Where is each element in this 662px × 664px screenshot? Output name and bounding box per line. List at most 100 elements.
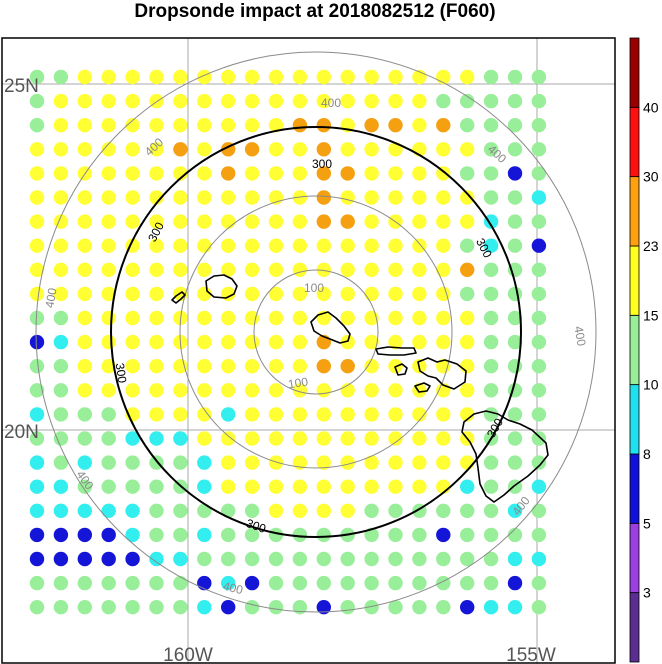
impact-dot — [483, 262, 499, 277]
impact-dot — [268, 479, 284, 494]
impact-dot — [268, 190, 284, 205]
impact-dot — [388, 479, 403, 494]
impact-dot — [460, 503, 475, 518]
impact-dot — [244, 310, 260, 326]
impact-dot — [101, 527, 116, 543]
impact-dot — [149, 310, 164, 326]
impact-dot — [507, 407, 523, 422]
impact-dot — [292, 286, 308, 302]
impact-dot — [173, 551, 188, 567]
impact-dot — [101, 286, 116, 302]
impact-dot — [364, 238, 379, 253]
impact-dot — [340, 286, 355, 302]
ring-labels: 100 100 300 300 300 300 300 300 400 400 … — [42, 96, 588, 597]
impact-dot — [221, 262, 236, 277]
impact-dot — [316, 214, 331, 229]
ring-label-400-bottom: 400 — [222, 579, 245, 598]
impact-dot — [340, 142, 355, 157]
ring-300 — [110, 126, 522, 538]
impact-dot — [125, 166, 140, 181]
impact-dot — [460, 262, 475, 277]
impact-dot — [101, 455, 116, 470]
impact-dot — [412, 527, 427, 543]
colorbar-label: 30 — [643, 169, 659, 185]
impact-dot — [436, 310, 451, 326]
impact-dot — [364, 93, 379, 109]
impact-dot — [531, 575, 547, 591]
impact-dot — [268, 166, 284, 181]
impact-dot — [53, 118, 69, 133]
impact-dot — [388, 93, 403, 109]
impact-dot — [460, 334, 475, 350]
impact-dot — [483, 118, 499, 133]
impact-dot — [125, 334, 140, 350]
impact-dot — [244, 383, 260, 398]
impact-dot — [244, 600, 260, 615]
impact-dot — [483, 310, 499, 326]
impact-dot — [197, 359, 212, 374]
impact-dot — [364, 383, 379, 398]
impact-dot — [388, 551, 403, 567]
impact-dot — [53, 359, 69, 374]
impact-dot — [268, 551, 284, 567]
impact-dot — [507, 214, 523, 229]
impact-dot — [531, 383, 547, 398]
impact-dot — [101, 118, 116, 133]
hawaii-island — [461, 410, 549, 503]
impact-dot — [436, 214, 451, 229]
impact-dot — [436, 142, 451, 157]
impact-dot — [364, 431, 379, 446]
impact-dot — [340, 551, 355, 567]
impact-dot — [460, 479, 475, 494]
impact-dot — [340, 334, 355, 350]
impact-dot — [460, 214, 475, 229]
impact-dot — [149, 359, 164, 374]
impact-dot — [244, 238, 260, 253]
impact-dot — [316, 383, 331, 398]
impact-dot — [244, 359, 260, 374]
impact-dot — [101, 69, 116, 85]
impact-dot — [221, 575, 236, 591]
impact-dot — [292, 479, 308, 494]
impact-dot — [316, 69, 331, 85]
ring-label-400-sw: 400 — [74, 468, 97, 493]
impact-dot — [412, 407, 427, 422]
impact-dot — [149, 575, 164, 591]
impact-dot — [101, 214, 116, 229]
impact-dot — [29, 190, 45, 205]
impact-dot — [460, 118, 475, 133]
map-body: 100 100 300 300 300 300 300 300 400 400 … — [2, 38, 615, 664]
impact-dot — [316, 575, 331, 591]
impact-dot — [388, 455, 403, 470]
impact-dot — [483, 600, 499, 615]
impact-dot — [436, 431, 451, 446]
impact-dot — [364, 190, 379, 205]
impact-dot — [29, 93, 45, 109]
impact-dot — [268, 69, 284, 85]
impact-dot — [340, 479, 355, 494]
impact-dot — [244, 575, 260, 591]
impact-dot — [77, 407, 93, 422]
impact-dot — [173, 455, 188, 470]
impact-dot — [507, 600, 523, 615]
impact-dot — [77, 238, 93, 253]
impact-dot — [460, 455, 475, 470]
impact-dot — [412, 600, 427, 615]
impact-dot — [436, 407, 451, 422]
kahoolawe-island — [414, 382, 431, 393]
ring-label-300-w: 300 — [113, 362, 130, 384]
impact-dot — [29, 600, 45, 615]
impact-dot — [388, 575, 403, 591]
impact-dot — [77, 118, 93, 133]
impact-dot — [507, 359, 523, 374]
impact-dot — [316, 527, 331, 543]
impact-dot — [460, 551, 475, 567]
impact-dot — [316, 238, 331, 253]
impact-dot — [29, 527, 45, 543]
impact-dot — [53, 190, 69, 205]
impact-dot — [316, 93, 331, 109]
impact-dot — [436, 69, 451, 85]
impact-dot — [364, 359, 379, 374]
impact-dot — [483, 334, 499, 350]
impact-dot — [125, 69, 140, 85]
